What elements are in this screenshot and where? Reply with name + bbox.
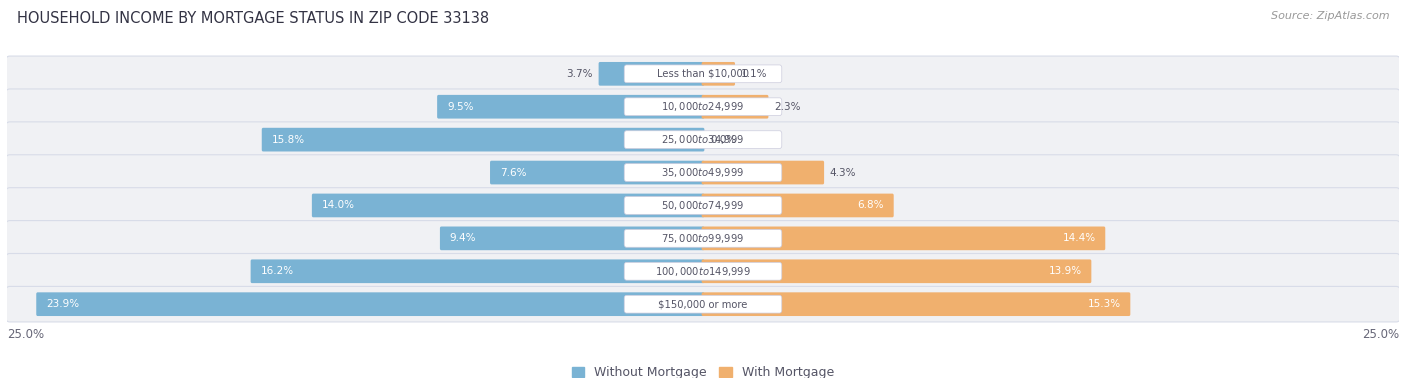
Text: 3.7%: 3.7% [567, 69, 593, 79]
FancyBboxPatch shape [702, 62, 735, 86]
FancyBboxPatch shape [262, 128, 704, 152]
FancyBboxPatch shape [312, 194, 704, 217]
Text: 6.8%: 6.8% [858, 200, 884, 211]
Text: $50,000 to $74,999: $50,000 to $74,999 [661, 199, 745, 212]
FancyBboxPatch shape [440, 226, 704, 250]
Text: Less than $10,000: Less than $10,000 [657, 69, 749, 79]
Text: 25.0%: 25.0% [7, 328, 44, 341]
FancyBboxPatch shape [6, 56, 1400, 91]
Text: 2.3%: 2.3% [773, 102, 800, 112]
Text: 1.1%: 1.1% [741, 69, 768, 79]
Text: 7.6%: 7.6% [499, 167, 526, 178]
Text: $75,000 to $99,999: $75,000 to $99,999 [661, 232, 745, 245]
FancyBboxPatch shape [491, 161, 704, 184]
FancyBboxPatch shape [624, 295, 782, 313]
FancyBboxPatch shape [250, 259, 704, 283]
FancyBboxPatch shape [6, 188, 1400, 223]
Text: 15.3%: 15.3% [1087, 299, 1121, 309]
Text: 14.0%: 14.0% [322, 200, 354, 211]
Text: Source: ZipAtlas.com: Source: ZipAtlas.com [1271, 11, 1389, 21]
Text: HOUSEHOLD INCOME BY MORTGAGE STATUS IN ZIP CODE 33138: HOUSEHOLD INCOME BY MORTGAGE STATUS IN Z… [17, 11, 489, 26]
FancyBboxPatch shape [624, 197, 782, 214]
Text: 14.4%: 14.4% [1063, 233, 1095, 243]
FancyBboxPatch shape [702, 292, 1130, 316]
FancyBboxPatch shape [6, 89, 1400, 124]
FancyBboxPatch shape [624, 131, 782, 149]
FancyBboxPatch shape [624, 229, 782, 247]
FancyBboxPatch shape [624, 65, 782, 83]
Text: $150,000 or more: $150,000 or more [658, 299, 748, 309]
Text: 13.9%: 13.9% [1049, 266, 1081, 276]
Text: $100,000 to $149,999: $100,000 to $149,999 [655, 265, 751, 278]
FancyBboxPatch shape [702, 226, 1105, 250]
FancyBboxPatch shape [37, 292, 704, 316]
FancyBboxPatch shape [624, 164, 782, 181]
Text: 15.8%: 15.8% [271, 135, 305, 145]
FancyBboxPatch shape [702, 259, 1091, 283]
FancyBboxPatch shape [599, 62, 704, 86]
FancyBboxPatch shape [6, 122, 1400, 157]
FancyBboxPatch shape [624, 262, 782, 280]
Text: 23.9%: 23.9% [46, 299, 79, 309]
Text: 4.3%: 4.3% [830, 167, 856, 178]
FancyBboxPatch shape [702, 95, 769, 119]
FancyBboxPatch shape [6, 287, 1400, 322]
FancyBboxPatch shape [702, 161, 824, 184]
Text: 9.4%: 9.4% [450, 233, 477, 243]
Text: 9.5%: 9.5% [447, 102, 474, 112]
FancyBboxPatch shape [6, 221, 1400, 256]
FancyBboxPatch shape [437, 95, 704, 119]
Legend: Without Mortgage, With Mortgage: Without Mortgage, With Mortgage [567, 361, 839, 378]
FancyBboxPatch shape [6, 155, 1400, 190]
Text: $35,000 to $49,999: $35,000 to $49,999 [661, 166, 745, 179]
FancyBboxPatch shape [624, 98, 782, 116]
Text: 0.0%: 0.0% [710, 135, 737, 145]
FancyBboxPatch shape [702, 194, 894, 217]
Text: 16.2%: 16.2% [260, 266, 294, 276]
Text: $10,000 to $24,999: $10,000 to $24,999 [661, 100, 745, 113]
Text: 25.0%: 25.0% [1362, 328, 1399, 341]
Text: $25,000 to $34,999: $25,000 to $34,999 [661, 133, 745, 146]
FancyBboxPatch shape [6, 254, 1400, 289]
